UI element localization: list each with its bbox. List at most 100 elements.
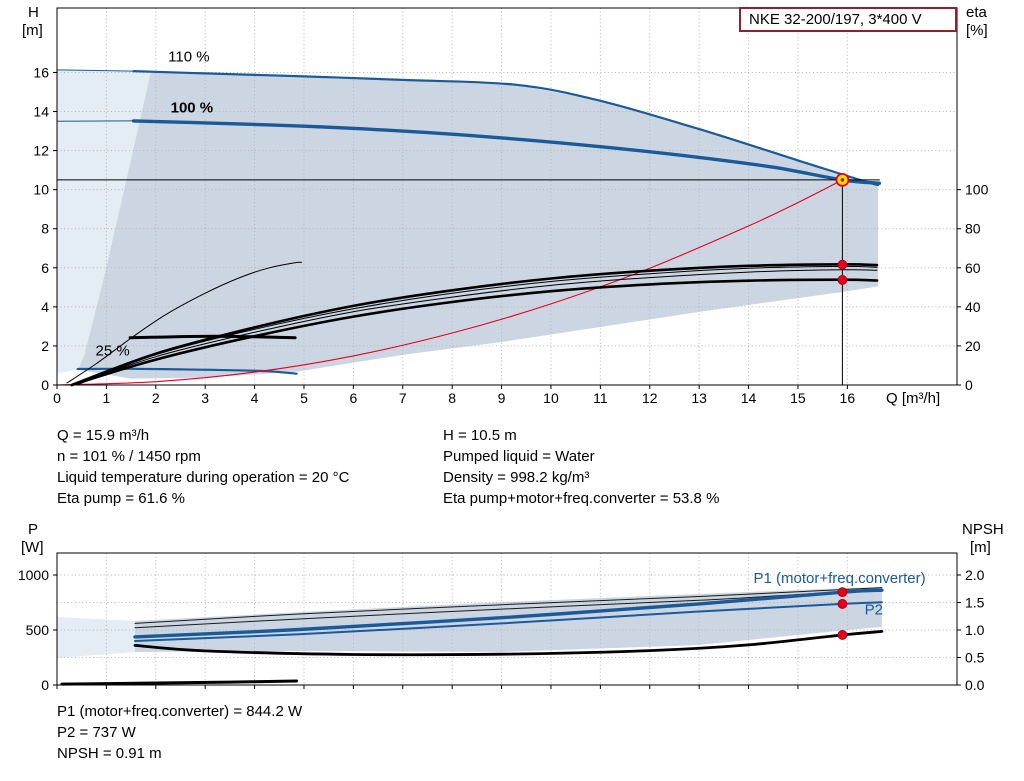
- pump-model-label: NKE 32-200/197, 3*400 V: [749, 11, 922, 28]
- svg-text:6: 6: [41, 260, 49, 276]
- p1-curve: [133, 588, 884, 639]
- h-axis-label: H: [28, 4, 39, 21]
- axis-ticks: [53, 71, 961, 389]
- duty-info-right: H = 10.5 m Pumped liquid = Water Density…: [443, 425, 719, 509]
- h-axis-unit: [m]: [22, 22, 43, 39]
- npsh-axis-label: NPSH: [962, 521, 1004, 538]
- duty-point-center: [840, 178, 845, 182]
- svg-text:1: 1: [102, 390, 110, 406]
- info-eta-total: Eta pump+motor+freq.converter = 53.8 %: [443, 490, 720, 507]
- svg-text:60: 60: [965, 260, 981, 276]
- svg-text:3: 3: [201, 390, 209, 406]
- svg-text:40: 40: [965, 299, 981, 315]
- svg-text:10: 10: [543, 390, 559, 406]
- info-flow: Q = 15.9 m³/h: [57, 427, 150, 444]
- svg-text:1.0: 1.0: [965, 622, 985, 638]
- duty-info-left: Q = 15.9 m³/h n = 101 % / 1450 rpm Liqui…: [57, 425, 349, 509]
- svg-text:0: 0: [53, 390, 61, 406]
- p1-110-thin: [134, 587, 883, 624]
- info-pumped-liquid: Pumped liquid = Water: [443, 448, 595, 465]
- svg-text:100: 100: [965, 182, 989, 198]
- q-axis-label: Q [m³/h]: [886, 390, 941, 407]
- p1-dot: [837, 587, 848, 598]
- eta-reduced-speed: [66, 261, 302, 384]
- p2-curve: [134, 601, 883, 642]
- svg-text:12: 12: [33, 143, 49, 159]
- svg-text:13: 13: [691, 390, 707, 406]
- info-density: Density = 998.2 kg/m³: [443, 469, 590, 486]
- svg-text:6: 6: [349, 390, 357, 406]
- svg-text:9: 9: [498, 390, 506, 406]
- svg-text:8: 8: [448, 390, 456, 406]
- info-eta-pump: Eta pump = 61.6 %: [57, 490, 185, 507]
- p-min-segment: [60, 679, 299, 686]
- plot-frame: [56, 552, 958, 686]
- svg-text:16: 16: [33, 64, 49, 80]
- svg-text:12: 12: [642, 390, 658, 406]
- tick-labels: 0 500 1000 0.0 0.5 1.0 1.5 2.0: [18, 567, 985, 693]
- svg-text:5: 5: [300, 390, 308, 406]
- svg-text:0.0: 0.0: [965, 677, 985, 693]
- svg-text:0: 0: [965, 377, 973, 393]
- power-info: P1 (motor+freq.converter) = 844.2 W P2 =…: [57, 701, 302, 764]
- svg-text:0: 0: [41, 677, 49, 693]
- pump-model-box: NKE 32-200/197, 3*400 V: [739, 7, 957, 32]
- gridlines: [57, 8, 957, 385]
- eta-pump-dot: [837, 259, 848, 270]
- curve-100pct: [131, 119, 882, 185]
- p-axis-label: P: [28, 521, 39, 538]
- p-axis-unit: [W]: [21, 539, 44, 556]
- eta-axis-label: eta: [966, 4, 987, 21]
- svg-text:4: 4: [41, 299, 49, 315]
- svg-text:14: 14: [741, 390, 757, 406]
- label-p2: P2: [865, 602, 883, 619]
- info-p1: P1 (motor+freq.converter) = 844.2 W: [57, 703, 303, 720]
- svg-text:14: 14: [33, 104, 49, 120]
- svg-text:0.5: 0.5: [965, 650, 985, 666]
- svg-text:20: 20: [965, 338, 981, 354]
- hq-eta-chart: 0 1 2 3 4 5 6 7 8 9 10 11 12 13 14 15 160246810121416020…: [33, 7, 989, 406]
- label-p1: P1 (motor+freq.converter): [753, 570, 925, 587]
- info-npsh: NPSH = 0.91 m: [57, 745, 162, 762]
- min-flow-segment: [128, 334, 297, 340]
- label-25pct: 25 %: [96, 343, 130, 360]
- svg-text:11: 11: [593, 390, 608, 406]
- svg-text:7: 7: [399, 390, 407, 406]
- svg-text:2: 2: [41, 338, 49, 354]
- eta-total-curve: [70, 278, 879, 387]
- info-liquid-temp: Liquid temperature during operation = 20…: [57, 469, 350, 486]
- svg-text:80: 80: [965, 221, 981, 237]
- svg-text:0: 0: [41, 377, 49, 393]
- axis-ticks: [53, 574, 961, 689]
- low-flow-region-p: [57, 617, 135, 658]
- npsh-axis-unit: [m]: [970, 539, 991, 556]
- low-flow-region: [57, 69, 151, 374]
- power-npsh-chart: 0 500 1000 0.0 0.5 1.0 1.5 2.0 P1 (motor+freq.co…: [18, 552, 985, 693]
- curve-110-lead: [56, 69, 135, 72]
- svg-text:16: 16: [840, 390, 856, 406]
- curve-110pct: [132, 70, 880, 187]
- eta-thin-1: [73, 269, 878, 386]
- label-110pct: 110 %: [168, 49, 209, 66]
- npsh-curve: [133, 630, 884, 657]
- svg-text:1000: 1000: [18, 567, 49, 583]
- svg-text:2.0: 2.0: [965, 567, 985, 583]
- p2-dot: [837, 599, 848, 609]
- eta-pump-curve: [70, 262, 879, 387]
- plot-frame: [56, 7, 958, 386]
- svg-text:1.5: 1.5: [965, 595, 985, 611]
- eta-axis-unit: [%]: [966, 22, 988, 39]
- eta-total-dot: [837, 275, 848, 285]
- svg-text:10: 10: [33, 182, 49, 198]
- gridlines: [57, 553, 957, 685]
- eta-thin-2: [76, 265, 878, 386]
- operating-envelope: [77, 71, 878, 379]
- svg-text:15: 15: [790, 390, 806, 406]
- label-100pct: 100 %: [171, 100, 214, 117]
- npsh-dot: [837, 630, 848, 640]
- svg-text:4: 4: [251, 390, 259, 406]
- info-head: H = 10.5 m: [443, 427, 517, 444]
- svg-text:8: 8: [41, 221, 49, 237]
